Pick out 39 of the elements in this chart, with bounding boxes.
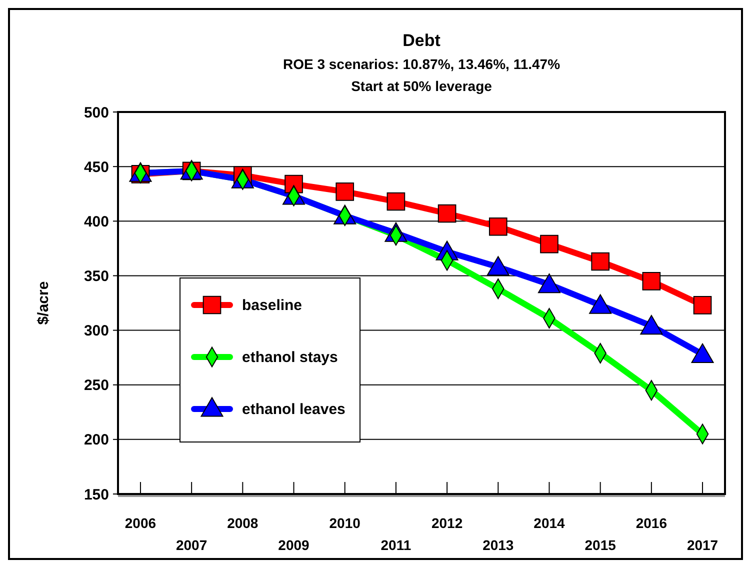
point [336,182,354,201]
point [691,343,714,363]
x-tick-label: 2009 [278,537,310,553]
y-tick-label: 300 [84,322,109,340]
x-tick-label: 2016 [636,515,668,531]
x-tick-label: 2007 [176,537,208,553]
point [488,217,508,236]
x-tick-label: 2014 [534,515,566,531]
y-axis-title: $/acre [35,281,52,325]
x-tick-label: 2006 [124,515,156,531]
point [640,315,663,335]
point [486,256,510,276]
x-tick-label: 2008 [227,515,258,531]
x-tick-label: 2010 [329,515,361,531]
y-tick-label: 500 [84,104,109,122]
legend-label: baseline [242,297,302,314]
y-tick-label: 350 [84,268,109,285]
point [642,272,661,290]
x-tick-label: 2017 [686,537,718,553]
x-tick-label: 2011 [380,537,412,553]
chart-title: Debt [402,31,441,50]
legend-label: ethanol stays [242,349,338,366]
x-tick-label: 2013 [482,537,514,553]
y-tick-label: 250 [84,377,109,394]
point [538,274,560,294]
x-tick-label: 2015 [584,537,616,553]
point [438,204,456,223]
y-tick-label: 200 [84,432,109,449]
y-tick-label: 400 [84,213,109,230]
legend-label: ethanol leaves [242,401,346,418]
chart-subtitle: ROE 3 scenarios: 10.87%, 13.46%, 11.47% Start at 50% leverage [282,56,561,94]
point [589,294,612,314]
point [540,234,558,254]
point [693,296,712,314]
point [591,252,610,271]
y-tick-label: 450 [84,158,109,176]
point [386,192,406,211]
y-tick-label: 150 [84,486,109,504]
x-tick-label: 2012 [431,515,463,531]
